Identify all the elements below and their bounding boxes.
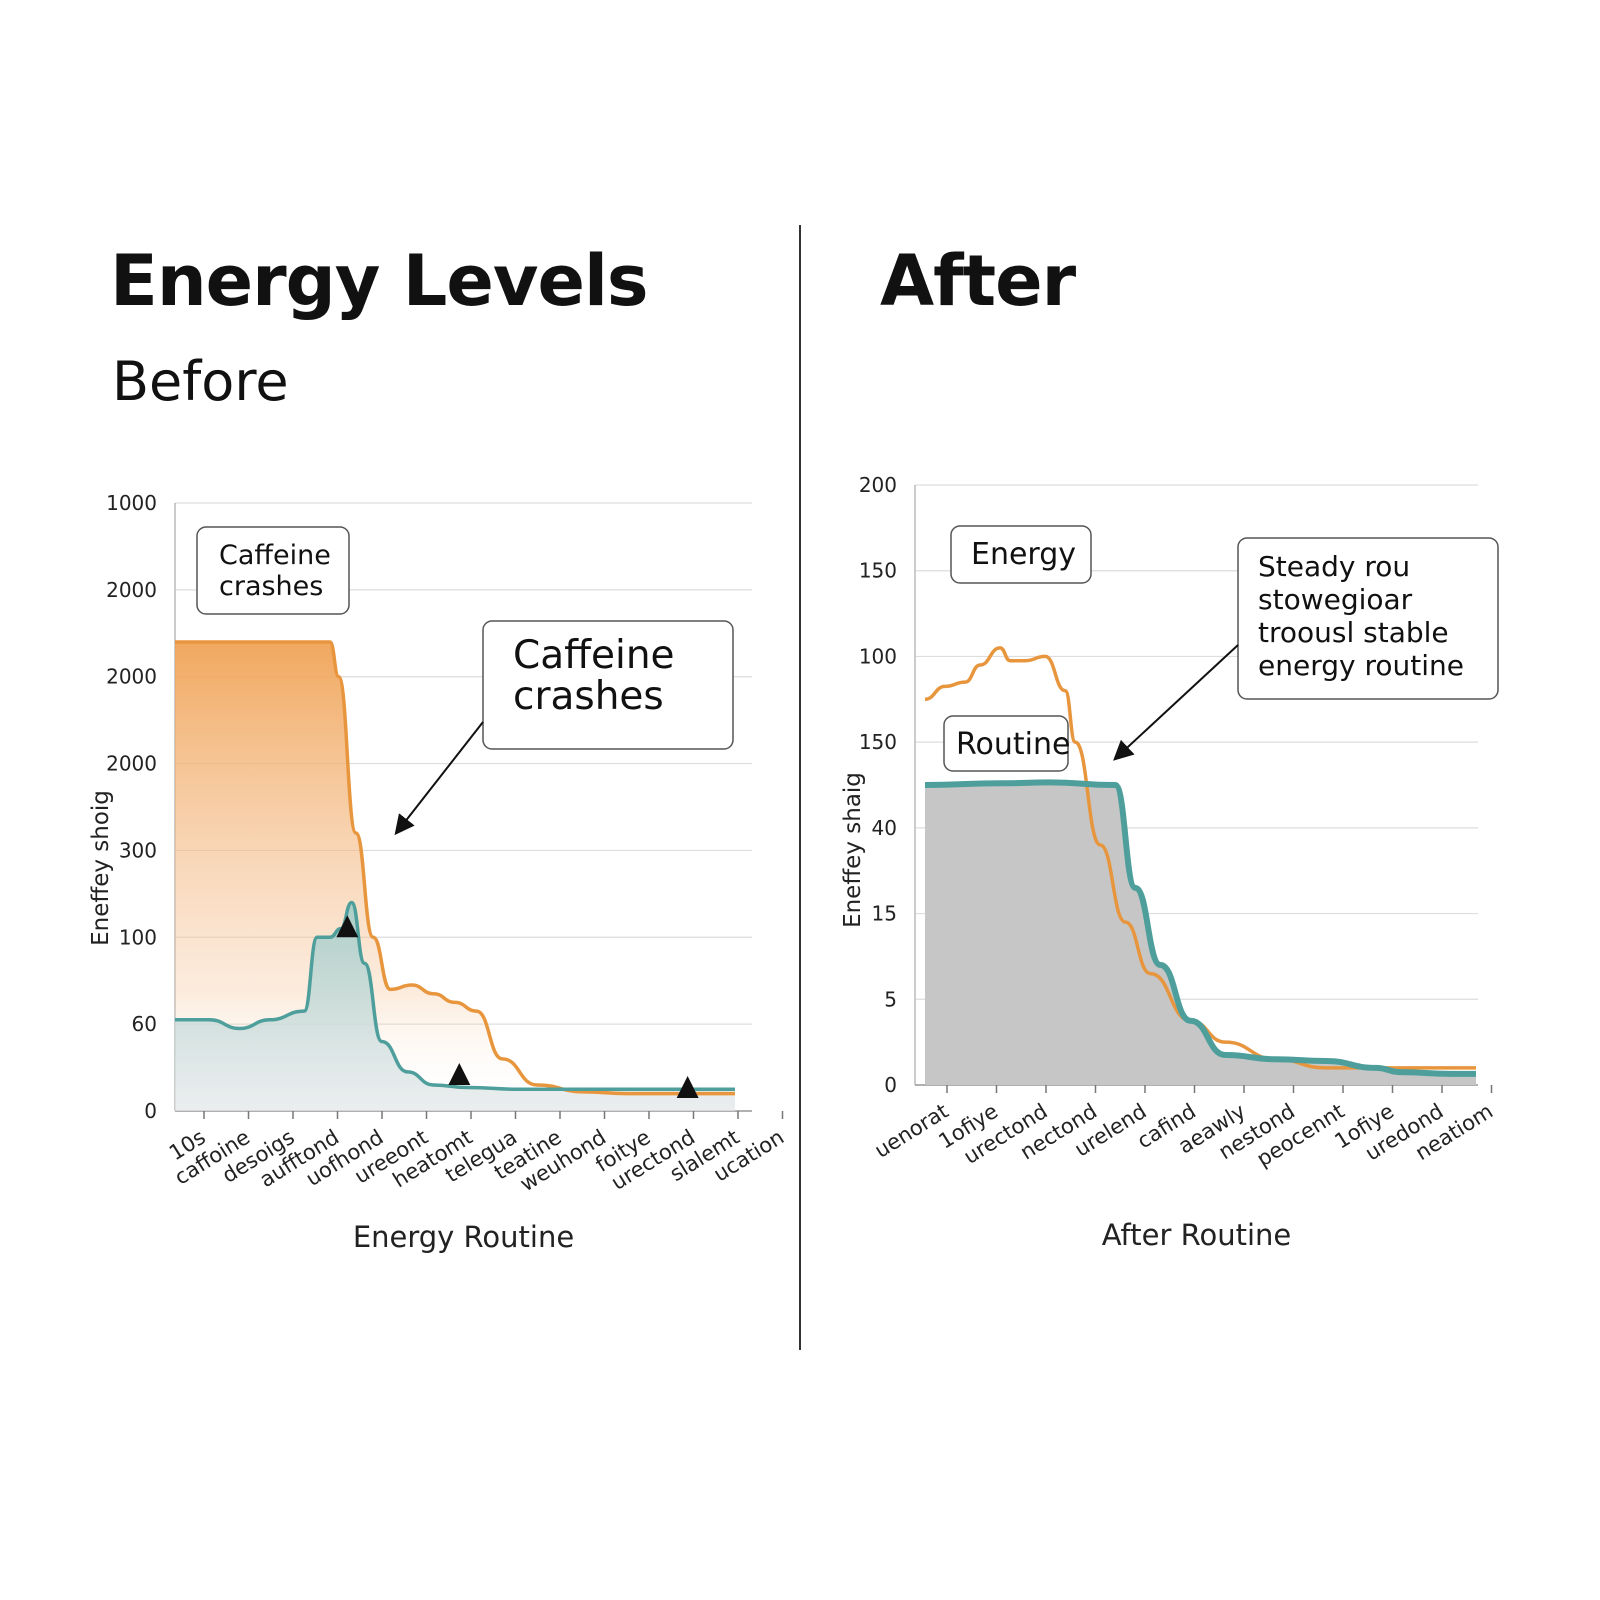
y-tick-label: 2000: [106, 752, 157, 776]
y-tick-label: 2000: [106, 665, 157, 689]
panel-divider: [799, 225, 801, 1350]
series-line-energy: [924, 646, 1476, 1070]
y-tick-label: 60: [132, 1012, 157, 1036]
y-tick-label: 150: [859, 730, 897, 754]
y-tick-label: 0: [144, 1099, 157, 1123]
y-tick-label: 300: [119, 838, 157, 862]
after-chart: 200150100150401550uenorat1ofiyeurectondn…: [840, 473, 1499, 1252]
annotation-text: crashes: [513, 674, 664, 719]
y-tick-label: 200: [859, 473, 897, 497]
x-axis-label: Energy Routine: [353, 1220, 574, 1254]
left-subtitle: Before: [112, 350, 289, 413]
annotation-box: [943, 715, 1069, 772]
y-tick-label: 15: [872, 902, 897, 926]
annotation-text: Energy: [971, 537, 1076, 572]
annotation-arrow: [394, 721, 484, 836]
y-tick-label: 5: [884, 987, 897, 1011]
series-line-caffeine: [175, 640, 735, 1096]
annotation-text: crashes: [219, 571, 323, 602]
right-title: After: [880, 240, 1076, 322]
y-tick-label: 40: [872, 816, 897, 840]
y-tick-label: 0: [884, 1073, 897, 1097]
annotation-box: [482, 620, 734, 750]
annotation-box: [1237, 537, 1499, 700]
triangle-marker: [676, 1075, 699, 1098]
annotation-text: Caffeine: [513, 633, 675, 678]
annotation-text: energy routine: [1258, 649, 1464, 682]
annotation-text: Routine: [956, 727, 1070, 762]
annotation-box: [950, 525, 1092, 584]
series-line-routine: [924, 779, 1476, 1077]
y-tick-label: 1000: [106, 491, 157, 515]
triangle-marker: [448, 1062, 471, 1085]
left-title: Energy Levels: [110, 240, 649, 322]
annotation-text: stowegioar: [1258, 583, 1413, 616]
y-tick-label: 150: [859, 559, 897, 583]
annotation-box: [196, 526, 350, 615]
annotation-text: Steady rou: [1258, 550, 1410, 583]
series-area-routine: [175, 902, 735, 1111]
y-axis-label: Eneffey shaig: [840, 772, 866, 928]
series-area-routine: [925, 782, 1476, 1085]
y-tick-label: 2000: [106, 578, 157, 602]
series-line-routine: [175, 900, 735, 1092]
annotation-text: Caffeine: [219, 540, 331, 571]
x-axis-label: After Routine: [1102, 1218, 1291, 1252]
triangle-marker: [336, 915, 359, 938]
y-tick-label: 100: [859, 644, 897, 668]
annotation-arrow: [1113, 644, 1239, 761]
y-tick-label: 100: [119, 925, 157, 949]
annotation-text: troousl stable: [1258, 616, 1449, 649]
y-axis-label: Eneffey shoig: [88, 790, 114, 946]
before-chart: 100020002000200030010060010scaffoinedeso…: [88, 491, 788, 1254]
